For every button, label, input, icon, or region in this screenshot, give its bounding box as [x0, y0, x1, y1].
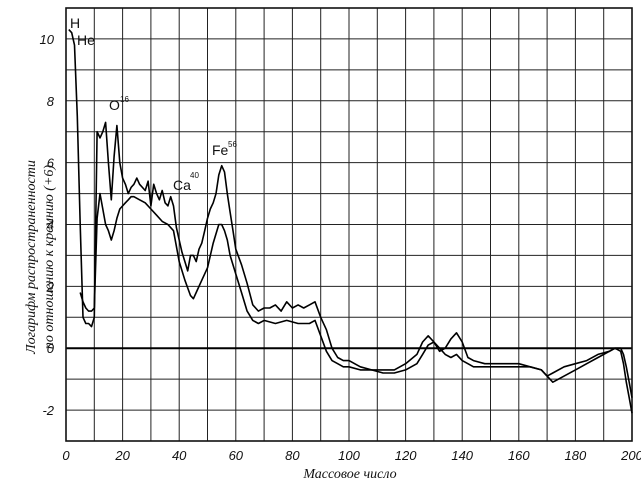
series-line-1 [68, 29, 633, 414]
series-layer [68, 29, 633, 414]
annotation-o16: O 16 [109, 95, 129, 113]
annotation-fe-text: Fe [212, 142, 229, 158]
annotation-h: H [70, 15, 80, 31]
x-tick-label: 180 [565, 448, 587, 463]
annotation-ca40: Ca 40 [173, 171, 199, 193]
y-axis-label-line-1: Логарифм распространенности [24, 160, 39, 355]
y-tick-label: 4 [47, 218, 54, 233]
x-tick-label: 20 [114, 448, 130, 463]
y-tick-labels: 10 8 6 4 2 0 -2 [40, 32, 55, 418]
y-tick-label: 2 [46, 279, 55, 294]
x-tick-label: 80 [285, 448, 300, 463]
x-tick-label: 40 [172, 448, 187, 463]
annotation-o-text: O [109, 97, 120, 113]
annotation-h-text: H [70, 15, 80, 31]
annotation-he: He [77, 32, 95, 48]
x-tick-label: 140 [451, 448, 473, 463]
plot-frame [65, 7, 633, 442]
annotation-fe-sup: 56 [228, 140, 237, 149]
x-tick-label: 200 [620, 448, 641, 463]
x-tick-label: 0 [62, 448, 70, 463]
y-tick-label: 8 [47, 94, 55, 109]
y-tick-label: 6 [47, 156, 55, 171]
x-tick-label: 60 [229, 448, 244, 463]
x-tick-labels: 0 20 40 60 80 100 120 140 160 180 200 [62, 448, 641, 463]
annotation-he-text: He [77, 32, 95, 48]
annotation-fe56: Fe 56 [212, 140, 237, 158]
annotation-o-sup: 16 [120, 95, 129, 104]
y-axis-label-line-2: по отношению к кремнию (+6) [42, 165, 57, 349]
grid [66, 8, 632, 441]
y-tick-label: 0 [47, 341, 55, 356]
annotation-ca-text: Ca [173, 177, 191, 193]
x-tick-label: 100 [338, 448, 360, 463]
x-axis-label: Массовое число [302, 467, 396, 482]
series-line-2 [79, 192, 633, 398]
annotation-ca-sup: 40 [190, 171, 199, 180]
y-tick-label: 10 [40, 32, 55, 47]
x-tick-label: 160 [508, 448, 530, 463]
y-tick-label: -2 [42, 403, 54, 418]
x-tick-label: 120 [395, 448, 417, 463]
